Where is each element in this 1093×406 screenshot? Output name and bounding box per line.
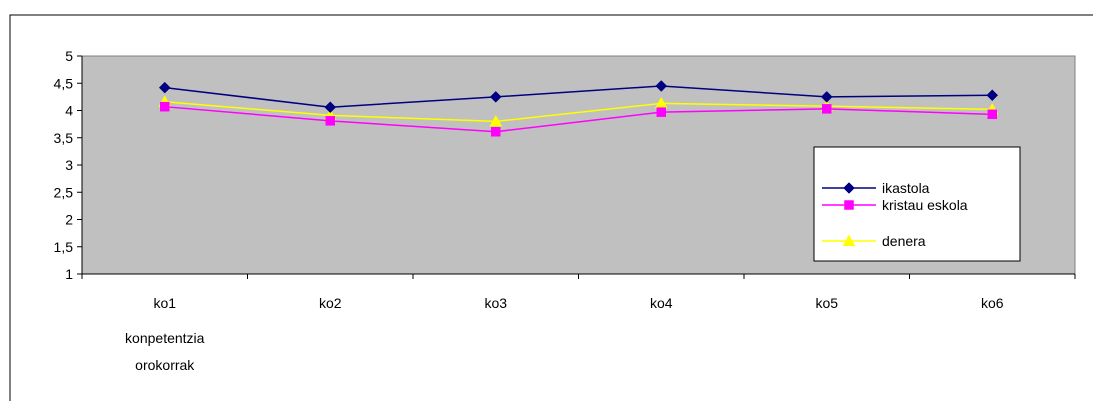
series-line — [164, 85, 993, 108]
legend-label: denera — [882, 233, 926, 249]
x-tick-label-ko1: ko1 — [153, 295, 176, 311]
y-axis: 1 1,5 2 2,5 3 3,5 4 4,5 5 — [54, 48, 83, 282]
x-tick-label-ko3: ko3 — [484, 295, 507, 311]
x-tick-sublabel: konpetentzia — [125, 330, 205, 346]
data-point — [986, 89, 999, 102]
data-point — [655, 80, 668, 92]
data-point — [324, 101, 337, 114]
data-point — [160, 101, 170, 112]
data-point — [656, 107, 666, 117]
data-point — [489, 91, 502, 103]
data-point — [158, 81, 171, 94]
x-tick-label-ko6: ko6 — [981, 295, 1004, 311]
x-tick-label-ko2: ko2 — [319, 295, 342, 311]
x-tick-label-ko5: ko5 — [815, 295, 838, 311]
x-tick-label-ko4: ko4 — [650, 295, 673, 311]
series-line — [164, 105, 993, 133]
legend-label: ikastola — [882, 180, 930, 196]
data-point — [325, 116, 335, 126]
y-tick-label: 2 — [65, 212, 73, 228]
y-tick-label: 2,5 — [54, 184, 74, 200]
x-tick-sublabel: orokorrak — [135, 357, 195, 373]
series-layer — [158, 80, 999, 137]
y-tick-label: 3 — [65, 157, 73, 173]
legend-marker — [844, 200, 854, 210]
y-tick-label: 1,5 — [54, 239, 74, 255]
y-tick-label: 4,5 — [54, 75, 74, 91]
series-line — [164, 101, 993, 123]
data-point — [820, 91, 833, 103]
x-axis: ko1 konpetentzia orokorrak ko2 ko3 ko4 ko5 ko6 — [81, 273, 1076, 373]
legend-label: kristau eskola — [882, 197, 968, 213]
y-tick-label: 5 — [65, 48, 73, 64]
data-point — [987, 109, 997, 120]
y-tick-label: 1 — [65, 266, 73, 282]
data-point — [822, 104, 832, 114]
legend-marker — [842, 234, 856, 247]
data-point — [491, 127, 501, 137]
series-kristau-eskola — [160, 101, 997, 137]
legend-marker — [843, 182, 855, 194]
series-ikastola — [158, 80, 999, 114]
data-point — [489, 114, 503, 127]
y-tick-label: 4 — [65, 103, 73, 119]
y-tick-label: 3,5 — [54, 130, 74, 146]
